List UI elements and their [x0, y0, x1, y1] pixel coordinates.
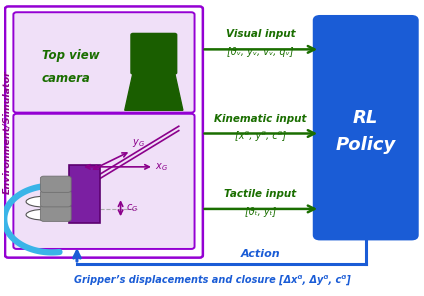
- FancyBboxPatch shape: [131, 33, 177, 74]
- Text: RL: RL: [353, 109, 379, 127]
- Text: Top view: Top view: [42, 49, 99, 62]
- Text: camera: camera: [42, 72, 90, 85]
- Text: Environment/Simulator: Environment/Simulator: [2, 70, 11, 194]
- Ellipse shape: [26, 196, 66, 207]
- FancyBboxPatch shape: [40, 205, 71, 221]
- FancyBboxPatch shape: [40, 176, 71, 192]
- FancyBboxPatch shape: [5, 7, 203, 258]
- Text: $y_G$: $y_G$: [132, 137, 145, 149]
- Text: Tactile input: Tactile input: [224, 189, 297, 200]
- FancyBboxPatch shape: [40, 191, 71, 207]
- Text: [ϑₜ, yₜ]: [ϑₜ, yₜ]: [245, 207, 276, 217]
- Text: Visual input: Visual input: [226, 29, 296, 39]
- Text: Gripper’s displacements and closure [Δxᴳ, Δyᴳ, cᴳ]: Gripper’s displacements and closure [Δxᴳ…: [74, 275, 350, 285]
- FancyBboxPatch shape: [14, 12, 195, 112]
- Text: $c_G$: $c_G$: [126, 202, 138, 214]
- Text: $x_G$: $x_G$: [155, 161, 168, 173]
- Text: Policy: Policy: [336, 136, 396, 154]
- Text: Kinematic input: Kinematic input: [215, 114, 307, 124]
- Ellipse shape: [26, 209, 66, 220]
- Text: Action: Action: [241, 249, 280, 259]
- Text: [ϑᵥ, yᵥ, vᵥ, qᵥ]: [ϑᵥ, yᵥ, vᵥ, qᵥ]: [227, 47, 294, 57]
- FancyBboxPatch shape: [69, 165, 100, 223]
- FancyBboxPatch shape: [14, 114, 195, 249]
- FancyBboxPatch shape: [314, 16, 418, 239]
- Polygon shape: [125, 73, 183, 110]
- Text: [xᴳ, yᴳ, cᴳ]: [xᴳ, yᴳ, cᴳ]: [235, 131, 286, 141]
